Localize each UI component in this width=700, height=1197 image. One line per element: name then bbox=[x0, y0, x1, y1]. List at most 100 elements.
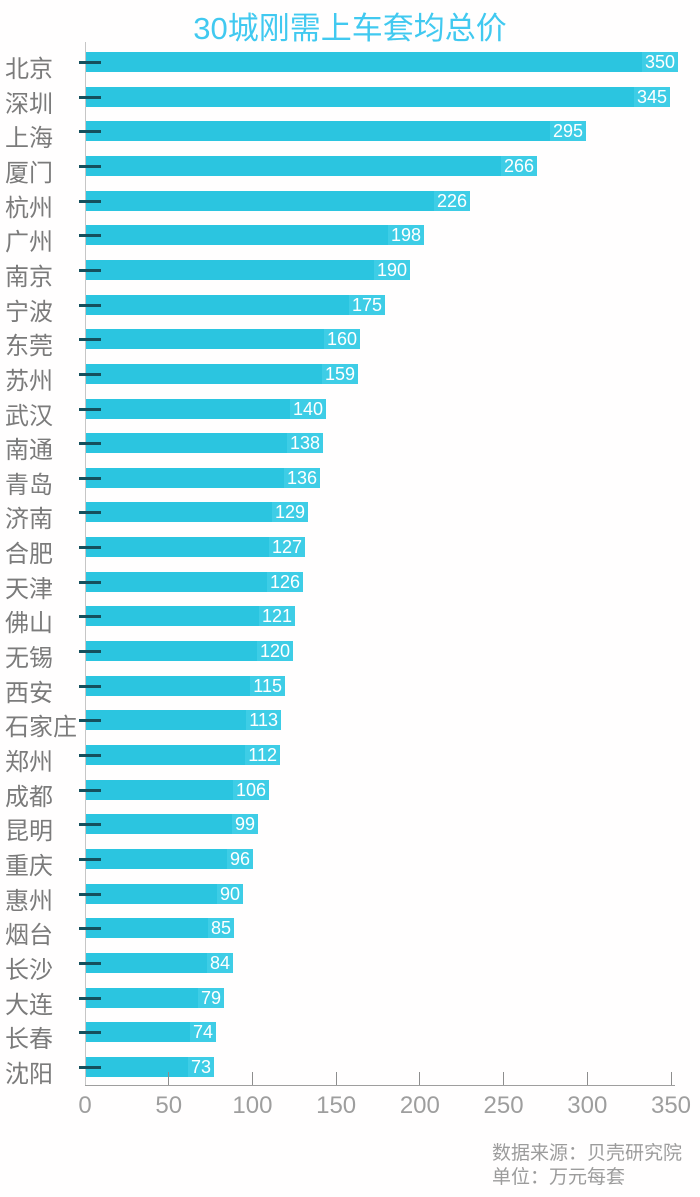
bar: 74 bbox=[86, 1022, 216, 1043]
city-label: 沈阳 bbox=[5, 1060, 53, 1088]
city-label: 杭州 bbox=[5, 194, 53, 222]
city-label: 南京 bbox=[5, 263, 53, 291]
bar-value-label: 350 bbox=[641, 52, 678, 72]
y-axis-tick-dash bbox=[79, 130, 101, 134]
city-label: 济南 bbox=[5, 506, 53, 534]
bar-value-label: 106 bbox=[232, 779, 269, 800]
bar: 175 bbox=[86, 294, 385, 315]
bar-value-label: 74 bbox=[189, 1022, 216, 1043]
bar-value-label: 84 bbox=[206, 952, 233, 973]
y-axis-tick-dash bbox=[79, 927, 101, 931]
y-axis-tick-dash bbox=[79, 268, 101, 272]
bar-row: 深圳 345 bbox=[0, 86, 700, 118]
bar-value-label: 190 bbox=[373, 259, 410, 280]
bar: 226 bbox=[86, 190, 470, 211]
unit-note: 单位：万元每套 bbox=[492, 1167, 626, 1188]
bar-row: 天津 126 bbox=[0, 571, 700, 603]
bar-row: 南京 190 bbox=[0, 259, 700, 291]
bar-row: 合肥 127 bbox=[0, 537, 700, 568]
bar-value-label: 136 bbox=[283, 467, 320, 488]
y-axis-tick-dash bbox=[79, 95, 101, 99]
y-axis-tick-dash bbox=[79, 857, 101, 861]
bar-row: 北京 350 bbox=[0, 52, 700, 83]
bar: 106 bbox=[86, 779, 269, 800]
bar: 198 bbox=[86, 225, 424, 246]
bar-row: 宁波 175 bbox=[0, 294, 700, 326]
y-axis-tick-dash bbox=[79, 164, 101, 168]
bar-row: 佛山 121 bbox=[0, 606, 700, 637]
bar: 115 bbox=[86, 675, 285, 696]
x-axis-tick-label: 100 bbox=[232, 1092, 273, 1119]
city-label: 烟台 bbox=[5, 922, 53, 950]
bar-value-label: 79 bbox=[197, 987, 224, 1008]
bar-value-label: 159 bbox=[321, 363, 358, 384]
bar-row: 西安 115 bbox=[0, 675, 700, 707]
city-label: 长沙 bbox=[5, 956, 53, 984]
bar-row: 沈阳 73 bbox=[0, 1056, 700, 1088]
bar: 79 bbox=[86, 987, 224, 1008]
x-axis-tick bbox=[670, 1072, 672, 1085]
y-axis-tick-dash bbox=[79, 234, 101, 238]
bar-value-label: 140 bbox=[289, 398, 326, 419]
bar-value-label: 90 bbox=[216, 883, 243, 904]
y-axis-tick-dash bbox=[79, 338, 101, 342]
y-axis-tick-dash bbox=[79, 511, 101, 515]
y-axis-tick-dash bbox=[79, 719, 101, 723]
bar: 140 bbox=[86, 398, 326, 419]
city-label: 武汉 bbox=[5, 402, 53, 430]
bar-row: 济南 129 bbox=[0, 502, 700, 533]
y-axis-tick-dash bbox=[79, 546, 101, 550]
bar: 159 bbox=[86, 363, 358, 384]
bar-row: 石家庄 113 bbox=[0, 710, 700, 741]
city-label: 重庆 bbox=[5, 852, 53, 880]
bar-value-label: 85 bbox=[207, 918, 234, 939]
y-axis-tick-dash bbox=[79, 996, 101, 1000]
bar: 127 bbox=[86, 537, 305, 558]
bar-row: 烟台 85 bbox=[0, 918, 700, 949]
bar: 129 bbox=[86, 502, 308, 523]
city-label: 天津 bbox=[5, 575, 53, 603]
bar-row: 惠州 90 bbox=[0, 883, 700, 915]
bar-value-label: 127 bbox=[268, 537, 305, 558]
bar-value-label: 126 bbox=[266, 571, 303, 592]
bar-value-label: 121 bbox=[258, 606, 295, 627]
y-axis-tick-dash bbox=[79, 788, 101, 792]
y-axis-tick-dash bbox=[79, 199, 101, 203]
bar-value-label: 175 bbox=[348, 294, 385, 315]
city-label: 北京 bbox=[5, 56, 53, 83]
bar-row: 长春 74 bbox=[0, 1022, 700, 1053]
bar-row: 郑州 112 bbox=[0, 745, 700, 776]
bar-row: 青岛 136 bbox=[0, 467, 700, 499]
bar-value-label: 120 bbox=[256, 641, 293, 662]
x-axis-tick bbox=[586, 1072, 588, 1085]
bar-value-label: 99 bbox=[231, 814, 258, 835]
data-source-note: 数据来源：贝壳研究院 bbox=[492, 1143, 683, 1164]
y-axis-tick-dash bbox=[79, 684, 101, 688]
bar-row: 杭州 226 bbox=[0, 190, 700, 222]
city-label: 广州 bbox=[5, 229, 53, 257]
bar-value-label: 73 bbox=[187, 1056, 214, 1077]
bar-row: 南通 138 bbox=[0, 433, 700, 464]
city-label: 昆明 bbox=[5, 818, 53, 846]
bar: 126 bbox=[86, 571, 303, 592]
bar-value-label: 112 bbox=[245, 745, 280, 765]
city-label: 厦门 bbox=[5, 159, 53, 187]
bar: 112 bbox=[86, 745, 280, 765]
bar: 84 bbox=[86, 952, 233, 973]
bar: 190 bbox=[86, 259, 410, 280]
x-axis-tick bbox=[168, 1072, 170, 1085]
bar-value-label: 198 bbox=[387, 225, 424, 246]
bar: 345 bbox=[86, 86, 670, 107]
x-axis-tick-label: 300 bbox=[567, 1092, 608, 1119]
bar-value-label: 115 bbox=[250, 675, 285, 696]
bar-row: 成都 106 bbox=[0, 779, 700, 811]
city-label: 长春 bbox=[5, 1026, 53, 1054]
city-label: 无锡 bbox=[5, 645, 53, 673]
bar-value-label: 138 bbox=[286, 433, 323, 454]
bar-row: 武汉 140 bbox=[0, 398, 700, 430]
y-axis-tick-dash bbox=[79, 754, 101, 757]
bar: 73 bbox=[86, 1056, 214, 1077]
y-axis-tick-dash bbox=[79, 650, 101, 654]
bar-value-label: 295 bbox=[549, 121, 586, 142]
y-axis-tick-dash bbox=[79, 476, 101, 480]
